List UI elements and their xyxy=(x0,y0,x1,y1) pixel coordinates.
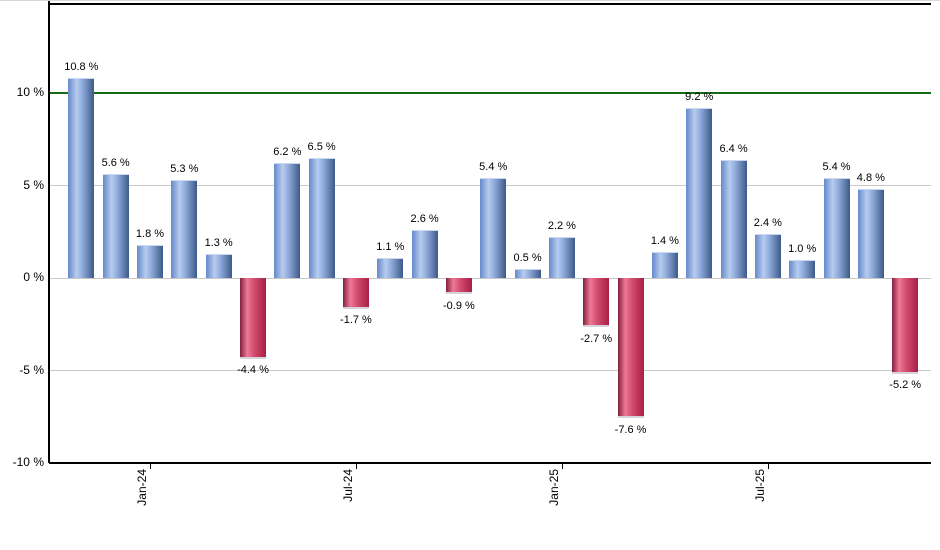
bar[interactable] xyxy=(274,163,301,278)
x-axis-tick-label: Jul-24 xyxy=(340,469,355,502)
bar[interactable] xyxy=(857,189,884,278)
bar-value-label: -1.7 % xyxy=(340,314,372,327)
y-axis-tick-label: 5 % xyxy=(23,177,44,192)
bar[interactable] xyxy=(480,178,507,278)
bar-value-label: 1.1 % xyxy=(376,240,405,253)
x-axis-tick-label: Jan-25 xyxy=(546,469,561,506)
x-axis-line xyxy=(49,462,931,464)
bar-value-label: 1.8 % xyxy=(135,227,165,240)
bar[interactable] xyxy=(411,229,438,278)
bar[interactable] xyxy=(514,268,541,278)
bar[interactable] xyxy=(445,277,472,295)
bar-value-label: 1.0 % xyxy=(788,242,817,255)
reference-line-10pct xyxy=(49,92,931,94)
bar-value-label: 5.4 % xyxy=(479,161,508,174)
bar[interactable] xyxy=(171,179,198,278)
bar[interactable] xyxy=(308,157,335,278)
bar[interactable] xyxy=(342,277,369,309)
bar[interactable] xyxy=(754,233,781,278)
bar[interactable] xyxy=(548,237,575,278)
y-axis-tick-label: -5 % xyxy=(19,362,44,377)
bar[interactable] xyxy=(720,159,747,278)
bar[interactable] xyxy=(583,277,610,328)
gridline-0 xyxy=(49,277,931,279)
bar-value-label: -7.6 % xyxy=(614,423,647,436)
bar-value-label: 6.4 % xyxy=(719,142,748,155)
x-axis-tick xyxy=(355,463,357,469)
y-axis-tick-label: 0 % xyxy=(23,270,44,284)
x-axis-tick xyxy=(561,463,563,469)
gridline--5 xyxy=(49,370,931,371)
x-axis-tick xyxy=(149,463,151,469)
bar-value-label: -0.9 % xyxy=(443,299,475,312)
bar-value-label: -5.2 % xyxy=(889,379,922,392)
y-axis-tick-label: -10 % xyxy=(12,455,44,469)
bar[interactable] xyxy=(136,244,163,278)
x-axis-tick-label: Jan-24 xyxy=(134,469,149,506)
bar-value-label: 2.4 % xyxy=(753,216,782,229)
bar[interactable] xyxy=(789,259,816,278)
y-axis-tick-label: 10 % xyxy=(16,85,44,99)
bar-value-label: 6.2 % xyxy=(273,146,302,159)
bar[interactable] xyxy=(892,277,919,374)
bar[interactable] xyxy=(377,257,404,278)
bar[interactable] xyxy=(823,178,850,278)
bar[interactable] xyxy=(686,107,713,278)
bar-value-label: 2.6 % xyxy=(410,212,439,225)
bar[interactable] xyxy=(205,253,232,278)
bar-value-label: 2.2 % xyxy=(547,220,576,233)
bar[interactable] xyxy=(617,277,644,419)
bar-value-label: 5.6 % xyxy=(101,157,130,170)
bar[interactable] xyxy=(239,277,266,359)
x-axis-tick-label: Jul-25 xyxy=(752,469,767,502)
x-axis-tick xyxy=(767,463,769,469)
bar-value-label: 10.8 % xyxy=(64,61,99,74)
bar-value-label: 6.5 % xyxy=(307,140,336,153)
bar-value-label: -2.7 % xyxy=(580,332,613,345)
bar-value-label: 1.4 % xyxy=(650,235,679,248)
bar-value-label: 5.3 % xyxy=(170,162,199,175)
bar-value-label: -4.4 % xyxy=(237,364,269,377)
bar-value-label: 0.5 % xyxy=(513,251,542,264)
bar-value-label: 1.3 % xyxy=(204,236,233,249)
widget-top-border xyxy=(0,0,940,1)
bar[interactable] xyxy=(102,174,129,278)
y-axis-line xyxy=(48,1,50,463)
bar[interactable] xyxy=(68,78,95,278)
bar-value-label: 4.8 % xyxy=(856,172,885,185)
bar-value-label: 9.2 % xyxy=(685,90,714,103)
bar-value-label: 5.4 % xyxy=(822,161,851,174)
bar[interactable] xyxy=(651,252,678,278)
plot-border-top xyxy=(49,3,931,5)
